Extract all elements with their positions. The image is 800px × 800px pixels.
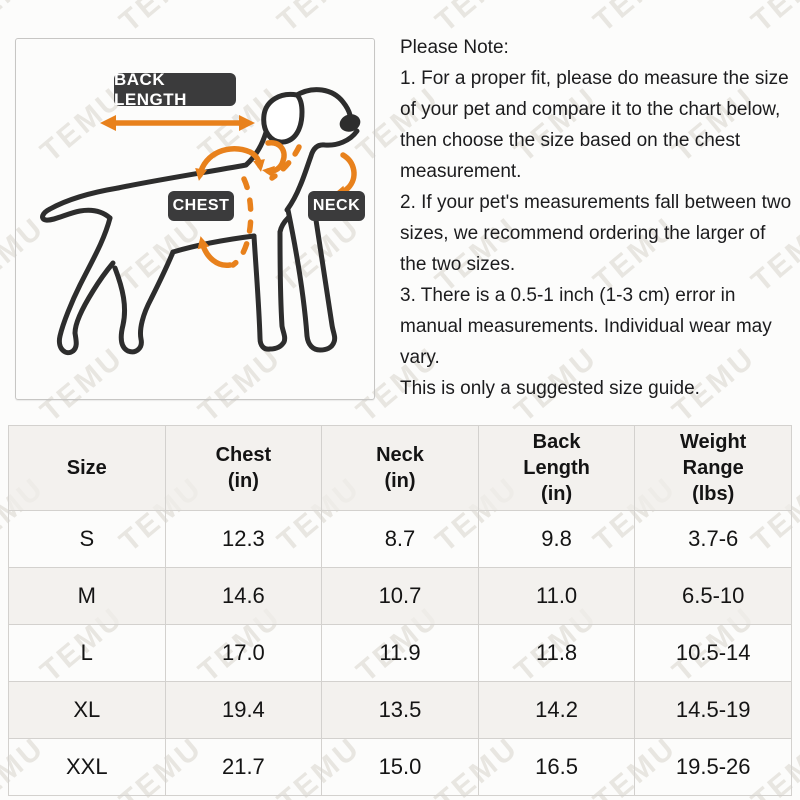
- measurement-cell: 14.2: [477, 681, 636, 739]
- size-row-xl: XL 19.4 13.5 14.2 14.5-19: [8, 681, 792, 739]
- note-item-2: 2. If your pet's measurements fall betwe…: [400, 192, 792, 275]
- dog-measurement-diagram: BACK LENGTH CHEST NECK: [15, 38, 375, 400]
- measurement-cell: 8.7: [321, 510, 479, 568]
- size-chart-header: Size Chest (in) Neck (in) Back Length (i…: [8, 425, 792, 511]
- chest-dashed-line: [230, 176, 254, 268]
- note-title: Please Note:: [400, 37, 509, 58]
- measurement-cell: 9.8: [477, 510, 636, 568]
- measurement-cell: 13.5: [321, 681, 479, 739]
- please-note-section: Please Note: 1. For a proper fit, please…: [400, 32, 796, 404]
- measurement-cell: 12.3: [164, 510, 323, 568]
- size-row-s: S 12.3 8.7 9.8 3.7-6: [8, 510, 792, 568]
- size-row-xxl: XXL 21.7 15.0 16.5 19.5-26: [8, 738, 792, 796]
- measurement-cell: 15.0: [321, 738, 479, 796]
- column-header-back-length: Back Length (in): [477, 425, 636, 511]
- measurement-cell: 14.5-19: [634, 681, 792, 739]
- measurement-cell: 19.4: [164, 681, 323, 739]
- dog-body-outline: [40, 87, 360, 356]
- chest-badge: CHEST: [168, 191, 234, 221]
- column-header-chest: Chest (in): [164, 425, 323, 511]
- neck-badge: NECK: [308, 191, 365, 221]
- size-label-cell: S: [8, 510, 166, 568]
- back-length-badge: BACK LENGTH: [114, 70, 236, 109]
- measurement-cell: 19.5-26: [634, 738, 792, 796]
- measurement-cell: 3.7-6: [634, 510, 792, 568]
- measurement-cell: 10.7: [321, 567, 479, 625]
- neck-left-arrow: [262, 140, 287, 178]
- size-label-cell: XL: [8, 681, 166, 739]
- chest-top-arrow: [195, 145, 265, 181]
- measurement-cell: 11.0: [477, 567, 636, 625]
- measurement-cell: 11.9: [321, 624, 479, 682]
- column-header-neck: Neck (in): [321, 425, 479, 511]
- measurement-cell: 11.8: [477, 624, 636, 682]
- measurement-cell: 10.5-14: [634, 624, 792, 682]
- note-item-3: 3. There is a 0.5-1 inch (1-3 cm) error …: [400, 285, 772, 368]
- measurement-cell: 16.5: [477, 738, 636, 796]
- measurement-cell: 21.7: [164, 738, 323, 796]
- size-row-l: L 17.0 11.9 11.8 10.5-14: [8, 624, 792, 682]
- column-header-weight-range: Weight Range (lbs): [634, 425, 792, 511]
- size-row-m: M 14.6 10.7 11.0 6.5-10: [8, 567, 792, 625]
- size-chart-table: Size Chest (in) Neck (in) Back Length (i…: [8, 425, 792, 796]
- chest-bottom-arrow: [197, 236, 233, 268]
- note-footer: This is only a suggested size guide.: [400, 378, 700, 399]
- dog-nose: [339, 114, 361, 132]
- note-item-1: 1. For a proper fit, please do measure t…: [400, 68, 789, 182]
- size-chart-body: S 12.3 8.7 9.8 3.7-6 M 14.6 10.7 11.0 6.5-10 L 17.0…: [8, 510, 792, 796]
- neck-right-arrow: [333, 152, 357, 198]
- measurement-cell: 17.0: [164, 624, 323, 682]
- size-label-cell: XXL: [8, 738, 166, 796]
- neck-dashed-line: [269, 144, 302, 181]
- size-label-cell: M: [8, 567, 166, 625]
- column-header-size: Size: [8, 425, 166, 511]
- measurement-cell: 6.5-10: [634, 567, 792, 625]
- dog-outline-illustration: [40, 87, 361, 356]
- size-label-cell: L: [8, 624, 166, 682]
- measurement-cell: 14.6: [164, 567, 323, 625]
